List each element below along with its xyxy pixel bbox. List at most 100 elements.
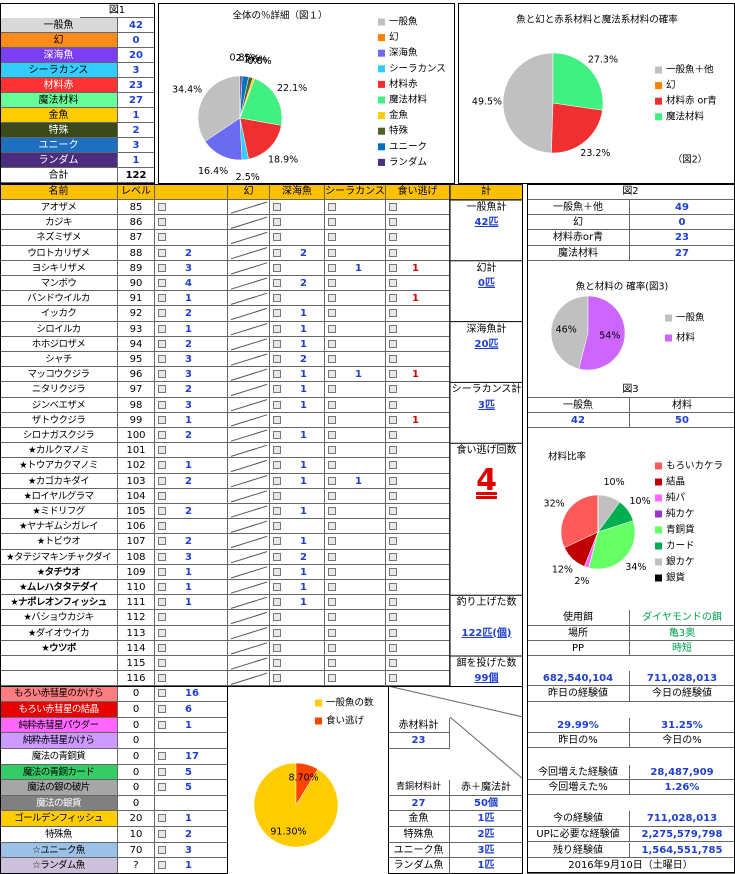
pie-slice (552, 52, 604, 111)
chart-title: 材料比率 (548, 451, 587, 463)
fish-name: ★ヤナギムシガレイ (0, 519, 118, 535)
legend-swatch (655, 462, 662, 470)
checkbox-icon (158, 476, 166, 485)
total-value: 99個 (474, 673, 499, 685)
fish-name: マンボウ (0, 276, 118, 292)
mt-label: 赤材料計 (388, 717, 450, 734)
count-cell (228, 321, 270, 337)
checkbox-icon (273, 218, 281, 227)
count-cell (228, 625, 270, 641)
checkbox-icon (389, 552, 397, 561)
legend-swatch (655, 113, 662, 121)
fish-name: ★ウツボ (0, 640, 118, 656)
count-value: 2 (185, 430, 192, 441)
fish-level: 93 (118, 321, 155, 337)
checkbox-icon (328, 583, 336, 591)
material-b-cell (155, 795, 228, 812)
header-cell: 計 (450, 184, 523, 200)
legend-value: 27 (118, 93, 155, 108)
checkbox-icon (389, 598, 397, 607)
exp-cell: 残り経験値 (527, 842, 630, 858)
data-label: 91.30% (270, 826, 306, 837)
checkbox-icon (328, 674, 336, 683)
checkbox-icon (273, 507, 281, 515)
col-value: 42 (527, 412, 630, 428)
checkbox-icon (273, 476, 281, 485)
checkbox-icon (328, 552, 336, 561)
count-cell (228, 671, 270, 687)
pie-slice (584, 531, 599, 569)
pie-slice (239, 117, 249, 161)
legend-label: もろいカケラ (666, 461, 723, 472)
exp-cell: 今日の% (630, 733, 735, 749)
checkbox-icon (389, 476, 397, 485)
fish-level: 113 (118, 625, 155, 641)
checkbox-icon (273, 203, 281, 211)
legend-swatch (655, 510, 662, 518)
legend-value: 0 (118, 33, 155, 48)
checkbox-icon (273, 628, 281, 637)
checkbox-icon (158, 613, 166, 622)
checkbox-icon (273, 324, 281, 333)
pie-slice (560, 494, 599, 549)
pie-slice (253, 762, 339, 848)
setting-label: 使用餌 (527, 610, 630, 626)
mt-value: 27 (388, 795, 450, 812)
fish-level: 101 (118, 443, 155, 459)
count-value: 1 (355, 475, 362, 487)
pie-slice (239, 78, 283, 126)
count-cell (228, 443, 270, 459)
count-value: 1 (185, 597, 192, 609)
checkbox-icon (328, 279, 336, 287)
fish-name: ウロトカリザメ (0, 245, 118, 261)
checkbox-icon (328, 294, 336, 303)
total-label: 深海魚計 (466, 323, 507, 335)
checkbox-icon (273, 552, 281, 561)
checkbox-icon (389, 613, 397, 622)
setting-value: 亀3奥 (630, 625, 735, 641)
legend-swatch (378, 112, 385, 120)
total-label: 餌を投げた数 (456, 658, 517, 669)
checkbox-icon (328, 461, 336, 470)
checkbox-icon (273, 400, 281, 409)
legend-label: 幻 (666, 79, 676, 91)
rule-line (387, 685, 524, 718)
fish-level: 102 (118, 458, 155, 474)
exp-cell: UPに必要な経験値 (527, 827, 630, 843)
checkbox-icon (158, 814, 166, 823)
material-label: 魔法の銀の破片 (0, 780, 118, 796)
data-label: 16.4% (198, 166, 228, 177)
legend-value: 2 (118, 123, 155, 138)
exp-cell: 今回増えた経験値 (527, 764, 630, 780)
total-value: 0匹 (478, 278, 495, 289)
checkbox-icon (158, 659, 166, 667)
data-label: 46% (556, 325, 577, 336)
checkbox-icon (328, 233, 336, 242)
total-value: 122 (118, 168, 155, 183)
checkbox-icon (328, 659, 336, 667)
material-a: 20 (118, 811, 155, 828)
pie-slice (239, 76, 254, 119)
checkbox-icon (158, 552, 166, 561)
checkbox-icon (389, 659, 397, 667)
legend-value: 3 (118, 138, 155, 153)
legend-swatch (655, 526, 662, 534)
fish-name: ジンベエザメ (0, 397, 118, 413)
special-value: 3匹 (450, 842, 523, 859)
checkbox-icon (328, 309, 336, 318)
count-cell (228, 473, 270, 489)
checkbox-icon (389, 218, 397, 227)
fish-level: 109 (118, 564, 155, 580)
checkbox-icon (273, 674, 281, 683)
count-value: 1 (300, 597, 307, 609)
fish-name: マッコウクジラ (0, 367, 118, 383)
legend-swatch (378, 80, 385, 88)
legend-label: 銀カケ (666, 556, 695, 568)
legend-label: 一般魚の数 (326, 697, 374, 709)
date: 2016年9月10日（土曜日） (527, 858, 735, 874)
checkbox-icon (328, 218, 336, 227)
data-label: 18.9% (268, 154, 298, 165)
legend-label: 純パ (666, 492, 686, 504)
pie-slice (204, 117, 243, 161)
row-label: 一般魚＋他 (527, 200, 630, 216)
